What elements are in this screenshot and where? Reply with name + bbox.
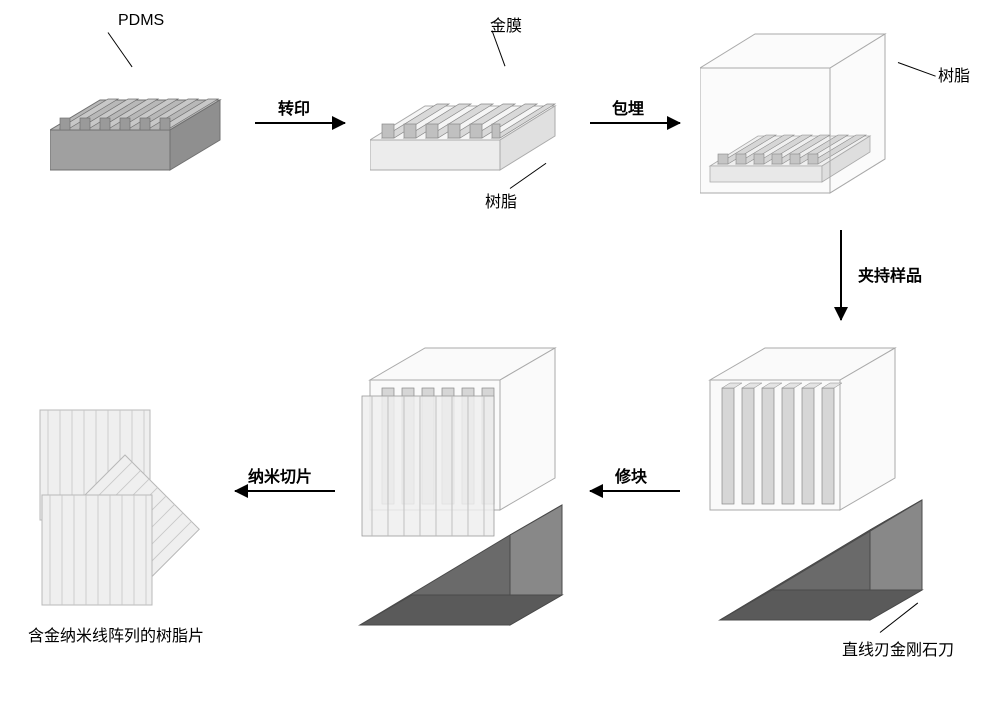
- step-slice: 纳米切片: [248, 463, 312, 487]
- label-resin1: 树脂: [485, 188, 517, 212]
- label-pdms: PDMS: [118, 12, 164, 30]
- arrow-slice: [235, 490, 335, 492]
- label-final: 含金纳米线阵列的树脂片: [28, 622, 204, 646]
- stage-trim: [700, 340, 930, 640]
- label-gold: 金膜: [490, 12, 522, 36]
- label-knife: 直线刃金刚石刀: [842, 636, 954, 660]
- stage-pdms: [50, 70, 240, 200]
- stage-section: [350, 340, 580, 640]
- step-embed: 包埋: [612, 95, 644, 119]
- stage-embedded: [700, 18, 910, 218]
- stage-gold-resin: [370, 70, 570, 210]
- step-clamp: 夹持样品: [858, 262, 922, 286]
- label-resin2: 树脂: [938, 62, 970, 86]
- leader-pdms: [108, 32, 133, 67]
- arrow-embed: [590, 122, 680, 124]
- arrow-clamp: [840, 230, 842, 320]
- arrow-trim: [590, 490, 680, 492]
- arrow-transfer: [255, 122, 345, 124]
- step-trim: 修块: [615, 463, 647, 487]
- stage-final: [30, 400, 230, 610]
- step-transfer: 转印: [278, 95, 310, 119]
